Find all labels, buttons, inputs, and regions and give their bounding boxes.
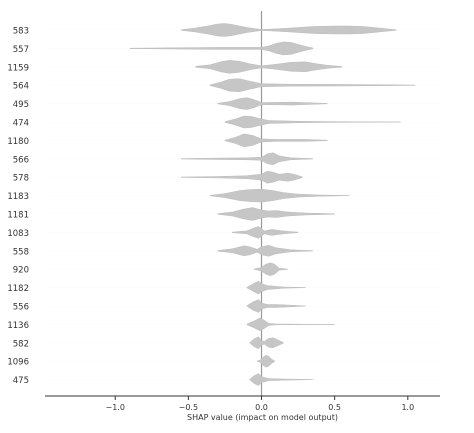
violin-578 <box>180 170 303 184</box>
y-tick-label: 564 <box>13 82 29 92</box>
x-tick-label: 0.0 <box>255 403 268 412</box>
y-tick-label: 1182 <box>7 284 29 294</box>
y-tick-label: 475 <box>13 376 29 386</box>
y-tick-label: 1083 <box>7 229 29 239</box>
y-tick-label: 583 <box>13 27 29 37</box>
violin-1180 <box>224 133 328 148</box>
y-tick-label: 558 <box>13 247 29 257</box>
x-tick-label: 0.5 <box>328 403 341 412</box>
violin-557 <box>129 41 313 56</box>
violin-566 <box>180 152 313 166</box>
violin-920 <box>253 262 289 276</box>
violin-495 <box>217 97 328 110</box>
violin-1136 <box>246 317 335 332</box>
x-tick-label: −1.0 <box>106 403 125 412</box>
violin-583 <box>180 23 397 37</box>
y-tick-label: 474 <box>13 119 29 129</box>
violin-582 <box>249 336 284 350</box>
violin-1096 <box>256 354 275 368</box>
y-tick-label: 582 <box>13 339 29 349</box>
y-tick-label: 1181 <box>7 211 29 221</box>
violin-1083 <box>232 226 299 239</box>
y-tick-label: 1096 <box>7 358 29 368</box>
y-tick-label: 495 <box>13 100 29 110</box>
y-tick-label: 566 <box>13 155 29 165</box>
violin-1183 <box>210 188 350 203</box>
y-tick-label: 556 <box>13 303 29 313</box>
y-tick-label: 1159 <box>7 63 29 73</box>
violin-1182 <box>246 280 306 295</box>
violin-1181 <box>217 207 335 221</box>
x-tick-label: 1.0 <box>401 403 414 412</box>
y-tick-label: 920 <box>13 266 29 276</box>
y-tick-label: 557 <box>13 45 29 55</box>
violin-556 <box>246 299 306 313</box>
y-tick-label: 1183 <box>7 192 29 202</box>
violin-1159 <box>195 60 343 74</box>
x-tick-label: −0.5 <box>179 403 198 412</box>
x-axis-label: SHAP value (impact on model output) <box>187 413 338 422</box>
violin-474 <box>224 115 401 129</box>
violin-475 <box>249 373 313 386</box>
violin-558 <box>217 245 313 257</box>
y-tick-label: 1180 <box>7 137 29 147</box>
y-tick-label: 1136 <box>7 321 29 331</box>
violin-564 <box>210 78 416 92</box>
y-tick-label: 578 <box>13 174 29 184</box>
